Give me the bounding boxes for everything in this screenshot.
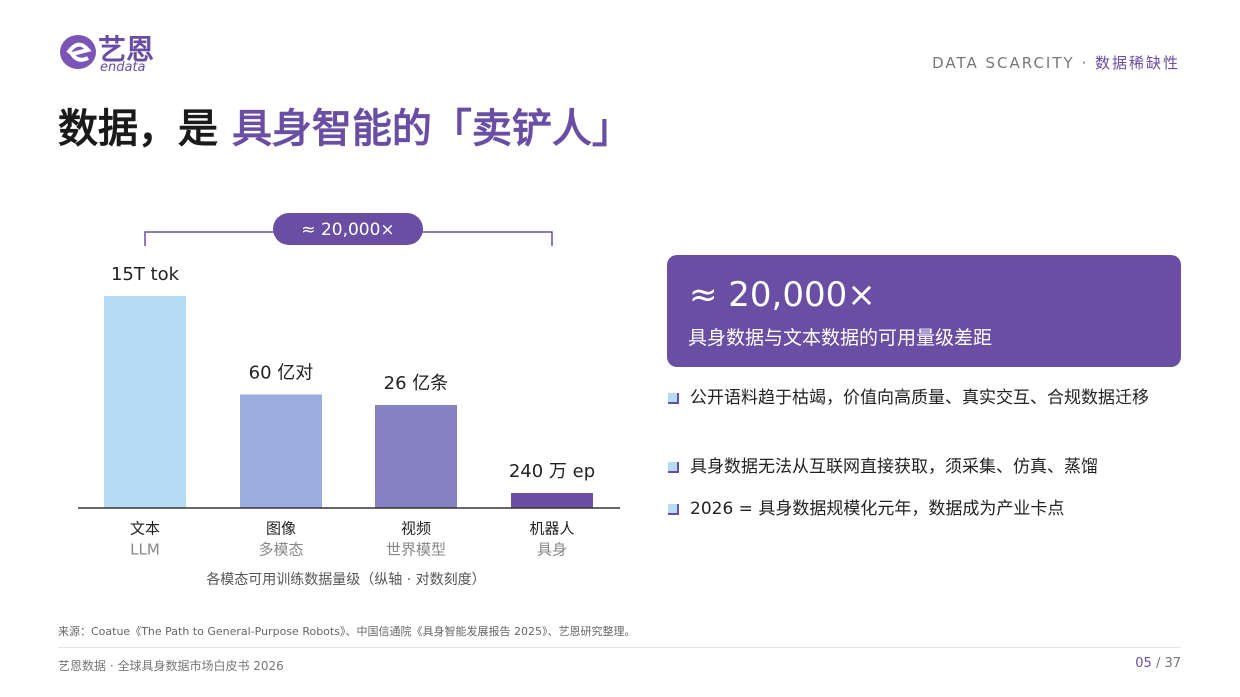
divider <box>58 647 1181 648</box>
panel: ≈ 20,000× 具身数据与文本数据的可用量级差距 <box>667 255 1181 367</box>
bar <box>375 405 457 508</box>
value-label: 60 亿对 <box>249 363 314 384</box>
x-tick-sublabel: LLM <box>130 541 160 559</box>
footer-left: 艺恩数据 · 全球具身数据市场白皮书 2026 <box>58 659 284 673</box>
x-axis-label: 各模态可用训练数据量级（纵轴 · 对数刻度） <box>206 572 485 588</box>
bar <box>511 493 593 508</box>
annotation-pill <box>273 213 423 245</box>
bullet: 2026 = 具身数据规模化元年，数据成为产业卡点 <box>668 496 1195 523</box>
panel-subtitle: 具身数据与文本数据的可用量级差距 <box>688 327 993 349</box>
page-current: 05 <box>1135 656 1152 671</box>
panel-headline: ≈ 20,000× <box>689 275 876 315</box>
bullet: 具身数据无法从互联网直接获取，须采集、仿真、蒸馏 <box>668 454 1195 481</box>
bullet: 公开语料趋于枯竭，价值向高质量、真实交互、合规数据迁移 <box>668 385 1195 412</box>
logo-name: 艺恩 <box>98 33 155 66</box>
page-number: 05 / 37 <box>1135 656 1181 671</box>
x-tick-sublabel: 具身 <box>537 541 567 559</box>
bar <box>240 394 322 508</box>
x-tick-sublabel: 多模态 <box>258 541 303 559</box>
bar <box>104 296 186 508</box>
x-tick-label: 图像 <box>266 520 296 538</box>
header-tag: DATA SCARCITY · 数据稀缺性 <box>932 52 1180 73</box>
title-highlight: 具身智能的「卖铲人」 <box>231 106 632 152</box>
value-label: 240 万 ep <box>509 461 595 482</box>
value-label: 15T tok <box>111 264 180 285</box>
x-tick-sublabel: 世界模型 <box>386 541 446 559</box>
tag: DATA SCARCITY · <box>932 54 1095 72</box>
x-tick-label: 视频 <box>401 520 431 538</box>
annotation: ≈ 20,000× <box>301 220 394 240</box>
source: 来源：Coatue《The Path to General-Purpose Ro… <box>58 625 636 638</box>
value-label: 26 亿条 <box>384 373 449 394</box>
logo-sub: endata <box>100 60 146 75</box>
tag-cn: 数据稀缺性 <box>1094 54 1180 72</box>
x-tick-label: 文本 <box>130 520 160 538</box>
x-tick-label: 机器人 <box>529 520 574 538</box>
title: 数据，是 具身智能的「卖铲人」 <box>58 96 632 154</box>
title-main: 数据，是 <box>58 106 232 152</box>
logo-icon <box>60 35 96 69</box>
page-total: / 37 <box>1151 656 1181 671</box>
